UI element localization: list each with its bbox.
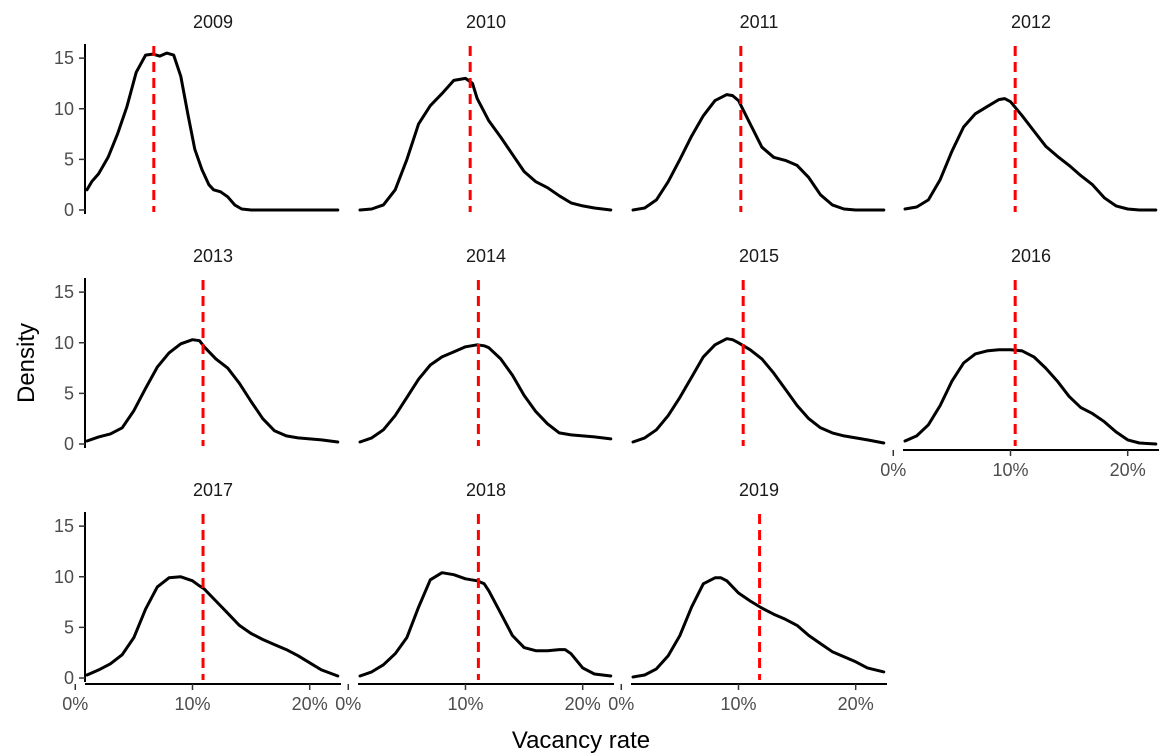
x-tick-label: 20% (292, 694, 328, 714)
density-curve (903, 97, 1158, 212)
y-tick-label: 10 (54, 567, 74, 587)
facet-2012: 2012 (903, 12, 1158, 212)
x-tick-label: 10% (992, 460, 1028, 480)
y-tick-label: 5 (64, 617, 74, 637)
x-tick-label: 10% (174, 694, 210, 714)
y-tick-label: 0 (64, 200, 74, 220)
facet-label: 2019 (739, 480, 779, 500)
facet-2014: 2014 (358, 246, 613, 446)
x-tick-label: 20% (838, 694, 874, 714)
facet-label: 2011 (740, 12, 779, 32)
density-curve (85, 338, 340, 444)
facet-2016: 2016 0% 10% 20% (880, 246, 1159, 480)
facet-label: 2018 (466, 480, 506, 500)
x-tick-label: 10% (447, 694, 483, 714)
x-tick-label: 0% (880, 460, 906, 480)
facet-2019: 2019 0% 10% 20% (608, 480, 887, 714)
facet-label: 2009 (193, 12, 233, 32)
y-tick-label: 5 (64, 383, 74, 403)
x-tick-label: 0% (335, 694, 361, 714)
facet-2018: 2018 0% 10% 20% (335, 480, 614, 714)
facet-label: 2014 (466, 246, 506, 266)
x-axis-title: Vacancy rate (512, 727, 650, 754)
y-tick-label: 15 (54, 516, 74, 536)
facet-panels: 2009 0 5 10 15 2010 2011 2012 2013 0 5 10 15 2014 2015… (54, 12, 1159, 714)
density-curve (631, 93, 886, 212)
y-tick-label: 15 (54, 48, 74, 68)
y-tick-label: 5 (64, 149, 74, 169)
density-curve (85, 51, 340, 212)
x-tick-label: 20% (565, 694, 601, 714)
density-curve (358, 76, 613, 212)
y-tick-label: 0 (64, 668, 74, 688)
density-curve (903, 348, 1158, 446)
facet-label: 2013 (193, 246, 233, 266)
facet-2017: 2017 0 5 10 15 0% 10% 20% (54, 480, 341, 714)
density-curve (631, 337, 886, 445)
y-tick-label: 10 (54, 333, 74, 353)
facet-2013: 2013 0 5 10 15 (54, 246, 340, 454)
x-tick-label: 0% (62, 694, 88, 714)
density-curve (631, 576, 886, 679)
facet-2010: 2010 (358, 12, 613, 212)
facet-label: 2017 (193, 480, 233, 500)
y-axis-title: Density (13, 323, 40, 403)
y-tick-label: 10 (54, 99, 74, 119)
facet-label: 2016 (1011, 246, 1051, 266)
x-tick-label: 10% (720, 694, 756, 714)
facet-2009: 2009 0 5 10 15 (54, 12, 340, 220)
facet-label: 2012 (1011, 12, 1051, 32)
y-tick-label: 0 (64, 434, 74, 454)
x-tick-label: 20% (1110, 460, 1146, 480)
facet-label: 2015 (739, 246, 779, 266)
x-tick-label: 0% (608, 694, 634, 714)
density-curve (85, 575, 340, 678)
facet-2011: 2011 (631, 12, 886, 212)
facet-2015: 2015 (631, 246, 886, 446)
density-curve (358, 571, 613, 678)
density-curve (358, 343, 613, 444)
facet-label: 2010 (466, 12, 506, 32)
y-tick-label: 15 (54, 282, 74, 302)
